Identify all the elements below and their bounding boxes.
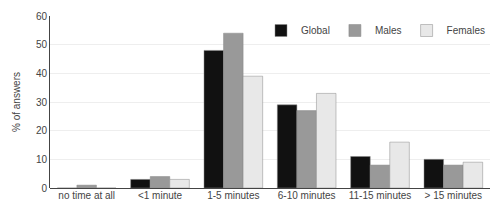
svg-text:11-15 minutes: 11-15 minutes bbox=[349, 190, 412, 201]
svg-text:50: 50 bbox=[36, 39, 48, 50]
svg-text:Males: Males bbox=[375, 25, 402, 36]
svg-text:no time at all: no time at all bbox=[58, 190, 115, 201]
svg-text:30: 30 bbox=[36, 97, 48, 108]
svg-text:10: 10 bbox=[36, 154, 48, 165]
svg-text:40: 40 bbox=[36, 68, 48, 79]
svg-text:% of answers: % of answers bbox=[11, 72, 22, 132]
svg-text:6-10 minutes: 6-10 minutes bbox=[278, 190, 336, 201]
svg-text:20: 20 bbox=[36, 125, 48, 136]
svg-text:60: 60 bbox=[36, 11, 48, 22]
svg-text:1-5 minutes: 1-5 minutes bbox=[207, 190, 259, 201]
svg-text:Global: Global bbox=[301, 25, 330, 36]
svg-text:Females: Females bbox=[447, 25, 485, 36]
svg-text:<1 minute: <1 minute bbox=[138, 190, 183, 201]
svg-text:> 15 minutes: > 15 minutes bbox=[425, 190, 483, 201]
svg-text:0: 0 bbox=[41, 183, 47, 194]
